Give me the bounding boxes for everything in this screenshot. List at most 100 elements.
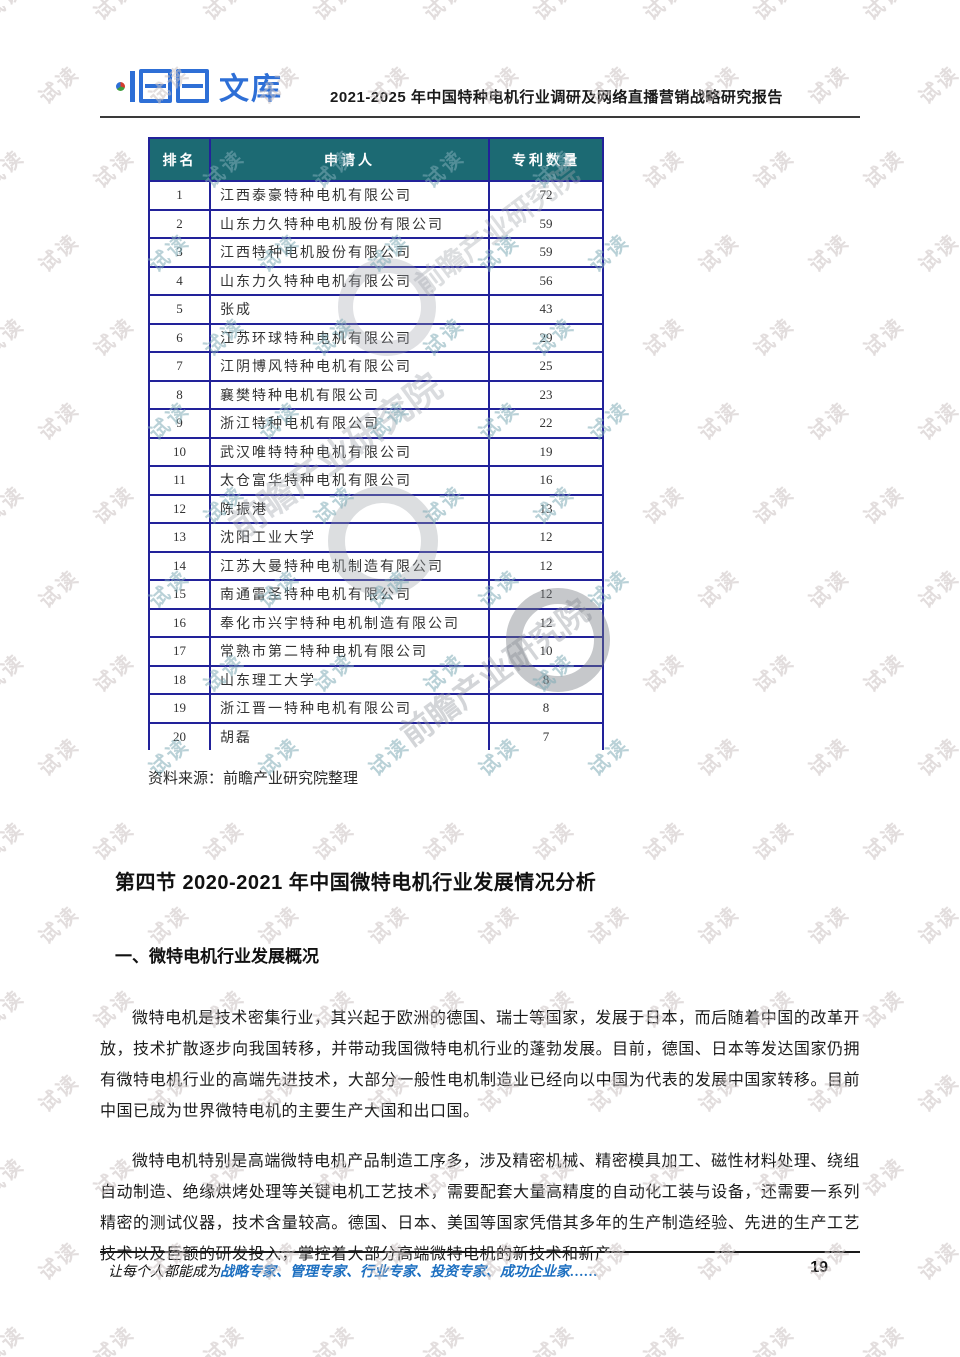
table-row: 9 浙江特种电机有限公司 22 [148,408,604,439]
patent-count-cell: 12 [488,607,604,638]
patent-count-cell: 29 [488,322,604,353]
subsection-heading: 一、微特电机行业发展概况 [115,947,319,966]
page-content: 排名 申请人 专利数量 1 江西泰豪特种电机有限公司 72 2 山东力久特种电机股份有限… [100,118,860,1270]
column-header-applicant: 申请人 [209,137,490,182]
trial-read-watermark: 试读 [35,901,85,949]
trial-read-watermark: 试读 [35,397,85,445]
table-row: 17 常熟市第二特种电机有限公司 10 [148,636,604,667]
patent-count-cell: 16 [488,465,604,496]
trial-read-watermark: 试读 [860,481,910,529]
logo-bar-icon [130,70,135,102]
patent-count-cell: 72 [488,180,604,211]
rank-cell: 17 [148,636,211,667]
body-paragraph-2: 微特电机特别是高端微特电机产品制造工序多，涉及精密机械、精密模具加工、磁性材料处… [100,1153,860,1263]
table-row: 6 江苏环球特种电机有限公司 29 [148,322,604,353]
rank-cell: 12 [148,493,211,524]
applicant-cell: 常熟市第二特种电机有限公司 [209,636,490,667]
rank-cell: 5 [148,294,211,325]
applicant-cell: 南通雷圣特种电机有限公司 [209,579,490,610]
trial-read-watermark: 试读 [860,985,910,1033]
applicant-cell: 江苏大曼特种电机制造有限公司 [209,550,490,581]
applicant-cell: 奉化市兴宇特种电机制造有限公司 [209,607,490,638]
applicant-cell: 浙江晋一特种电机有限公司 [209,693,490,724]
rank-cell: 10 [148,436,211,467]
trial-read-watermark: 试读 [0,985,30,1033]
applicant-cell: 山东力久特种电机股份有限公司 [209,208,490,239]
table-row: 14 江苏大曼特种电机制造有限公司 12 [148,550,604,581]
trial-read-watermark: 试读 [0,817,30,865]
trial-read-watermark: 试读 [915,565,960,613]
logo-block-icon [176,69,209,103]
applicant-cell: 襄樊特种电机有限公司 [209,379,490,410]
trial-read-watermark: 试读 [860,1153,910,1201]
rank-cell: 7 [148,351,211,382]
trial-read-watermark: 试读 [915,901,960,949]
trial-read-watermark: 试读 [860,313,910,361]
patent-count-cell: 59 [488,237,604,268]
patent-count-cell: 12 [488,550,604,581]
rank-cell: 4 [148,265,211,296]
patent-count-cell: 25 [488,351,604,382]
trial-read-watermark: 试读 [0,145,30,193]
applicant-cell: 胡磊 [209,721,490,750]
trial-read-watermark: 试读 [915,397,960,445]
trial-read-watermark: 试读 [0,649,30,697]
trial-read-watermark: 试读 [200,1321,250,1357]
rank-cell: 19 [148,693,211,724]
table-row: 10 武汉唯特特种电机有限公司 19 [148,436,604,467]
trial-read-watermark: 试读 [35,229,85,277]
rank-cell: 16 [148,607,211,638]
rank-cell: 15 [148,579,211,610]
trial-read-watermark: 试读 [915,229,960,277]
patent-count-cell: 12 [488,522,604,553]
table-header-row: 排名 申请人 专利数量 [148,137,604,182]
rank-cell: 18 [148,664,211,695]
trial-read-watermark: 试读 [915,1069,960,1117]
footer-slogan-prefix: 让每个人都能成为 [108,1265,220,1280]
wenku-logo: 文库 [116,64,283,108]
trial-read-watermark: 试读 [915,61,960,109]
trial-read-watermark: 试读 [530,1321,580,1357]
patent-count-cell: 23 [488,379,604,410]
table-row: 15 南通雷圣特种电机有限公司 12 [148,579,604,610]
trial-read-watermark: 试读 [35,1237,85,1285]
trial-read-watermark: 试读 [0,1153,30,1201]
trial-read-watermark: 试读 [0,0,30,25]
patent-count-cell: 12 [488,579,604,610]
page-number: 19 [810,1259,828,1276]
patent-count-cell: 19 [488,436,604,467]
page-header: 文库 2021-2025 年中国特种电机行业调研及网络直播营销战略研究报告 [100,0,860,118]
applicant-cell: 江阴博风特种电机有限公司 [209,351,490,382]
trial-read-watermark: 试读 [0,1321,30,1357]
table-row: 11 太仓富华特种电机有限公司 16 [148,465,604,496]
patent-count-cell: 43 [488,294,604,325]
footer-slogan: 让每个人都能成为战略专家、管理专家、行业专家、投资专家、成功企业家…… [108,1261,860,1281]
patent-count-cell: 7 [488,721,604,750]
report-title: 2021-2025 年中国特种电机行业调研及网络直播营销战略研究报告 [330,89,783,106]
footer-slogan-highlight: 战略专家、管理专家、行业专家、投资专家、成功企业家…… [220,1265,598,1280]
applicant-cell: 江苏环球特种电机有限公司 [209,322,490,353]
table-row: 16 奉化市兴宇特种电机制造有限公司 12 [148,607,604,638]
trial-read-watermark: 试读 [420,1321,470,1357]
table-row: 3 江西特种电机股份有限公司 59 [148,237,604,268]
logo-block-icon [139,69,172,103]
applicant-cell: 山东力久特种电机有限公司 [209,265,490,296]
trial-read-watermark: 试读 [750,1321,800,1357]
footer-divider [100,1251,860,1253]
trial-read-watermark: 试读 [915,733,960,781]
table-row: 4 山东力久特种电机有限公司 56 [148,265,604,296]
trial-read-watermark: 试读 [860,0,910,25]
patent-count-cell: 22 [488,408,604,439]
trial-read-watermark: 试读 [0,313,30,361]
patent-count-cell: 56 [488,265,604,296]
table-row: 18 山东理工大学 8 [148,664,604,695]
trial-read-watermark: 试读 [35,565,85,613]
patent-count-cell: 10 [488,636,604,667]
patent-count-cell: 59 [488,208,604,239]
patent-ranking-table: 排名 申请人 专利数量 1 江西泰豪特种电机有限公司 72 2 山东力久特种电机股份有限… [148,137,604,750]
trial-read-watermark: 试读 [0,481,30,529]
table-row: 20 胡磊 7 [148,721,604,750]
rank-cell: 13 [148,522,211,553]
applicant-cell: 沈阳工业大学 [209,522,490,553]
